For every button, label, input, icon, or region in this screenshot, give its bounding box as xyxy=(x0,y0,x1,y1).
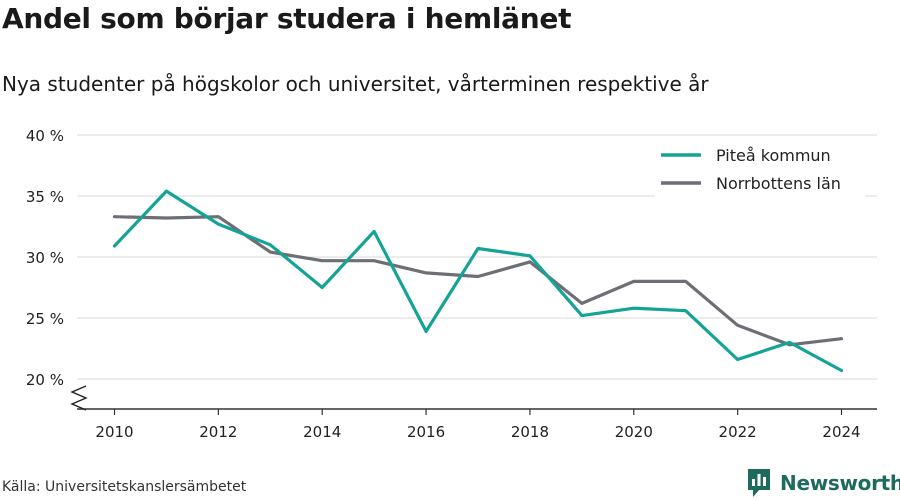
legend-label: Piteå kommun xyxy=(716,146,831,165)
x-tick-label: 2018 xyxy=(511,423,549,441)
y-axis-ticks: 20 % 25 % 30 % 35 % 40 % xyxy=(26,127,64,389)
brand-logo[interactable]: Newsworthy xyxy=(746,468,900,498)
source-note: Källa: Universitetskanslersämbetet xyxy=(2,479,247,495)
axis-break-icon xyxy=(70,385,88,411)
x-tick-label: 2022 xyxy=(719,423,757,441)
x-tick-label: 2024 xyxy=(822,423,860,441)
y-axis-break-zigzag xyxy=(70,385,88,411)
y-tick-label: 40 % xyxy=(26,127,64,145)
newsworthy-logo-icon xyxy=(748,469,770,497)
brand-name: Newsworthy xyxy=(780,471,900,495)
legend-label: Norrbottens län xyxy=(716,174,841,193)
y-tick-label: 20 % xyxy=(26,371,64,389)
legend-background xyxy=(655,141,865,197)
x-tick-label: 2016 xyxy=(407,423,445,441)
line-chart: 20 %25 %30 %35 %40 % 2010 2012 2014 2016 201… xyxy=(26,127,877,441)
y-tick-label: 35 % xyxy=(26,188,64,206)
series-line xyxy=(112,215,844,347)
series-lines xyxy=(112,189,844,373)
y-tick-label: 25 % xyxy=(26,310,64,328)
x-tick-label: 2010 xyxy=(95,423,133,441)
legend: Piteå kommun Norrbottens län xyxy=(655,141,865,197)
chart-subtitle: Nya studenter på högskolor och universit… xyxy=(2,72,709,96)
x-tick-label: 2020 xyxy=(615,423,653,441)
chart-title: Andel som börjar studera i hemlänet xyxy=(2,2,572,35)
x-tick-label: 2012 xyxy=(199,423,237,441)
x-tick-label: 2014 xyxy=(303,423,341,441)
series-line xyxy=(112,189,844,373)
y-tick-label: 30 % xyxy=(26,249,64,267)
x-axis-ticks: 2010 2012 2014 2016 2018 2020 2022 2024 xyxy=(95,409,861,441)
